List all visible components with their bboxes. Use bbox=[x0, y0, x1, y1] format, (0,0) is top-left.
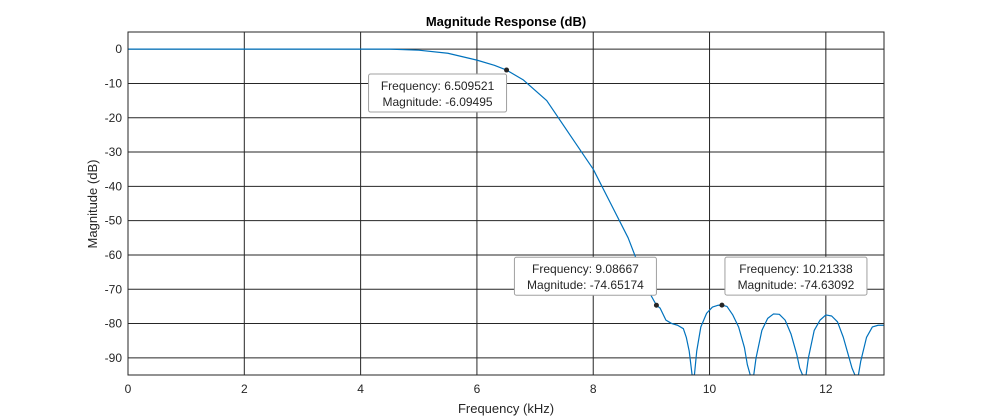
x-tick-label: 2 bbox=[241, 382, 248, 396]
x-axis-label: Frequency (kHz) bbox=[458, 401, 554, 416]
datatip-frequency: Frequency: 9.08667 bbox=[532, 262, 639, 276]
datatip-frequency: Frequency: 6.509521 bbox=[381, 79, 495, 93]
x-tick-label: 12 bbox=[819, 382, 833, 396]
y-tick-label: 0 bbox=[115, 42, 122, 56]
y-tick-label: -40 bbox=[105, 179, 123, 193]
datatip-magnitude: Magnitude: -74.63092 bbox=[738, 278, 855, 292]
datatip-frequency: Frequency: 10.21338 bbox=[739, 262, 853, 276]
y-axis-label: Magnitude (dB) bbox=[85, 160, 100, 249]
datatip-magnitude: Magnitude: -6.09495 bbox=[383, 95, 493, 109]
y-tick-label: -60 bbox=[105, 248, 123, 262]
datatip-marker bbox=[504, 67, 510, 73]
y-tick-label: -90 bbox=[105, 351, 123, 365]
y-tick-label: -10 bbox=[105, 76, 123, 90]
datatip-marker bbox=[719, 302, 725, 308]
x-tick-label: 10 bbox=[703, 382, 717, 396]
y-tick-label: -20 bbox=[105, 111, 123, 125]
x-tick-label: 6 bbox=[474, 382, 481, 396]
y-tick-label: -30 bbox=[105, 145, 123, 159]
y-tick-label: -50 bbox=[105, 214, 123, 228]
chart-title: Magnitude Response (dB) bbox=[426, 14, 586, 29]
datatip-magnitude: Magnitude: -74.65174 bbox=[527, 278, 644, 292]
x-tick-label: 4 bbox=[357, 382, 364, 396]
y-tick-label: -70 bbox=[105, 282, 123, 296]
datatip-box bbox=[368, 73, 508, 113]
axes-box bbox=[127, 31, 885, 376]
y-tick-label: -80 bbox=[105, 317, 123, 331]
x-tick-label: 8 bbox=[590, 382, 597, 396]
datatip-marker bbox=[653, 302, 659, 308]
x-tick-label: 0 bbox=[125, 382, 132, 396]
datatip-box bbox=[513, 256, 657, 296]
series-line-0 bbox=[128, 48, 884, 375]
datatip-box bbox=[724, 256, 868, 296]
